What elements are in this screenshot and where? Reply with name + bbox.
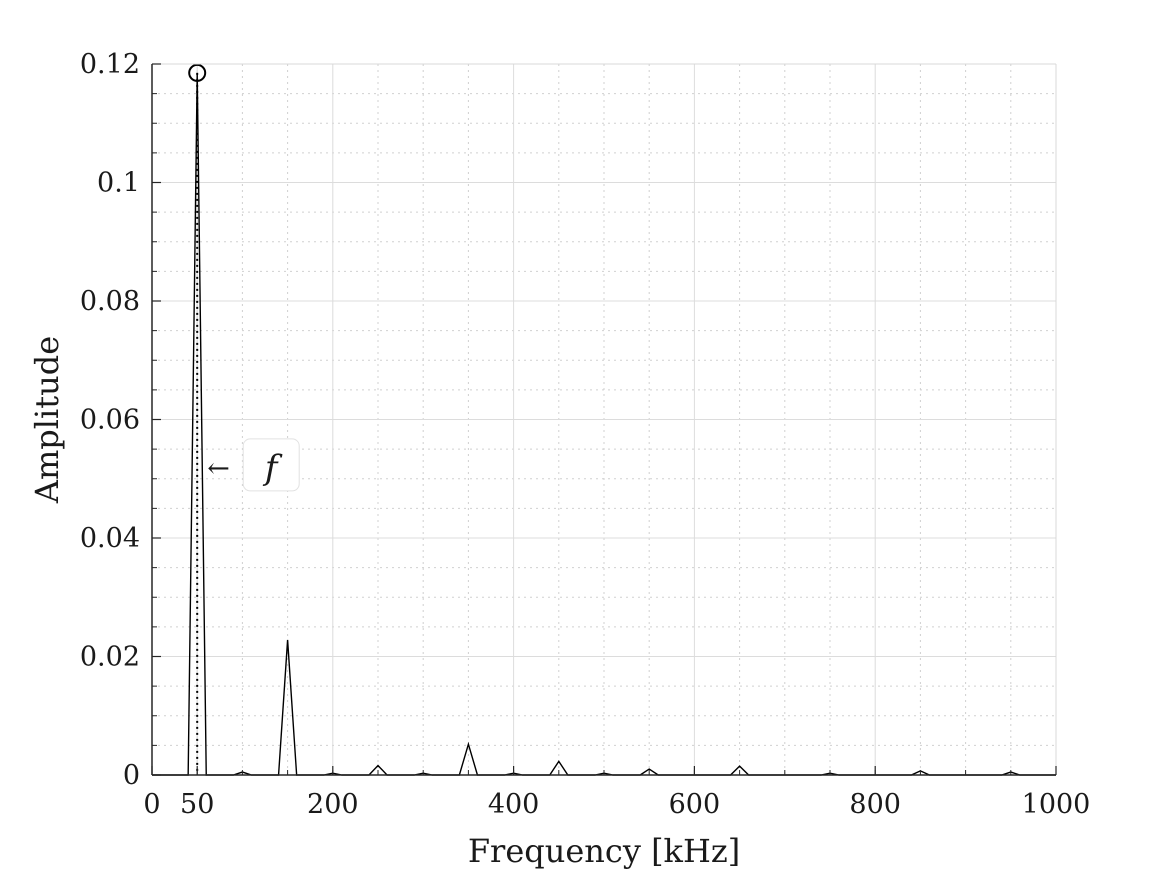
y-tick-label: 0.02 (80, 642, 140, 673)
y-axis-label: Amplitude (28, 336, 66, 504)
x-tick-label: 600 (669, 789, 721, 820)
y-tick-label: 0.08 (80, 286, 140, 317)
y-tick-label: 0 (123, 760, 140, 791)
x-tick-label: 200 (307, 789, 359, 820)
major-grid (152, 63, 1056, 775)
axes (151, 63, 1057, 776)
y-tick-label: 0.06 (80, 405, 140, 436)
annotation-layer: ← f (207, 438, 300, 492)
peak-marker (188, 63, 207, 82)
x-tick-label: 0 (143, 789, 160, 820)
y-tick-label: 0.12 (80, 49, 140, 80)
y-tick-label: 0.04 (80, 523, 140, 554)
x-tick-label: 400 (488, 789, 540, 820)
annotation-arrow: ← (207, 453, 230, 484)
x-axis-label: Frequency [kHz] (468, 832, 740, 870)
y-tick-label: 0.1 (97, 168, 140, 199)
x-tick-label: 800 (849, 789, 901, 820)
x-tick-label: 1000 (1022, 789, 1091, 820)
annotation-box (242, 438, 300, 492)
tick-labels: 0 50 200 400 600 800 1000 0 0.02 0.04 0.06 0.08 0.1 0… (80, 49, 1090, 820)
x-tick-label: 50 (180, 789, 214, 820)
